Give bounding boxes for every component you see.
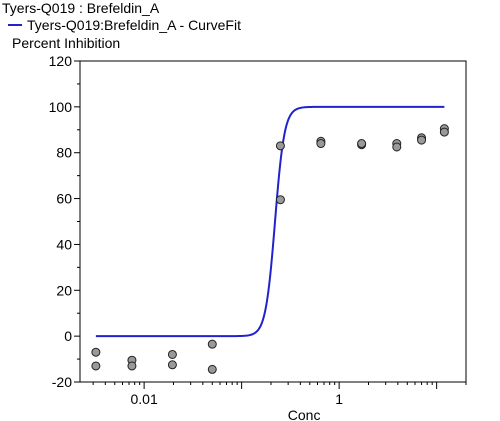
- data-point: [91, 361, 101, 371]
- chart-legend: Tyers-Q019:Brefeldin_A - CurveFit: [8, 17, 241, 33]
- data-point: [275, 195, 285, 205]
- legend-label: Tyers-Q019:Brefeldin_A - CurveFit: [27, 17, 241, 33]
- data-point: [357, 139, 367, 149]
- legend-line-swatch: [8, 24, 22, 26]
- y-tick-label: 60: [56, 191, 72, 207]
- data-point: [275, 141, 285, 151]
- x-tick-label: 1: [335, 391, 343, 407]
- data-points: [91, 124, 449, 374]
- chart-title: Tyers-Q019 : Brefeldin_A: [2, 0, 160, 16]
- data-point: [167, 360, 177, 370]
- data-point: [91, 347, 101, 357]
- data-point: [417, 135, 427, 145]
- y-tick-label: 100: [49, 99, 73, 115]
- y-tick-label: -20: [52, 374, 72, 390]
- plot-frame: [79, 60, 467, 383]
- y-tick-label: 120: [49, 53, 73, 69]
- y-axis-label: Percent Inhibition: [12, 35, 121, 51]
- data-point: [392, 142, 402, 152]
- x-axis-label: Conc: [288, 407, 321, 421]
- y-tick-label: 80: [56, 145, 72, 161]
- y-axis: -20 0 20 40 60 80 100 120: [49, 53, 80, 390]
- x-tick-label: 0.01: [130, 391, 157, 407]
- data-point: [127, 361, 137, 371]
- data-point: [207, 339, 217, 349]
- data-point: [439, 127, 449, 137]
- y-tick-label: 0: [64, 328, 72, 344]
- y-tick-label: 20: [56, 282, 72, 298]
- y-tick-label: 40: [56, 236, 72, 252]
- data-point: [167, 349, 177, 359]
- x-axis: 0.01 1: [92, 382, 467, 407]
- curve-fit-line: [95, 105, 445, 338]
- data-point: [316, 139, 326, 149]
- data-point: [207, 364, 217, 374]
